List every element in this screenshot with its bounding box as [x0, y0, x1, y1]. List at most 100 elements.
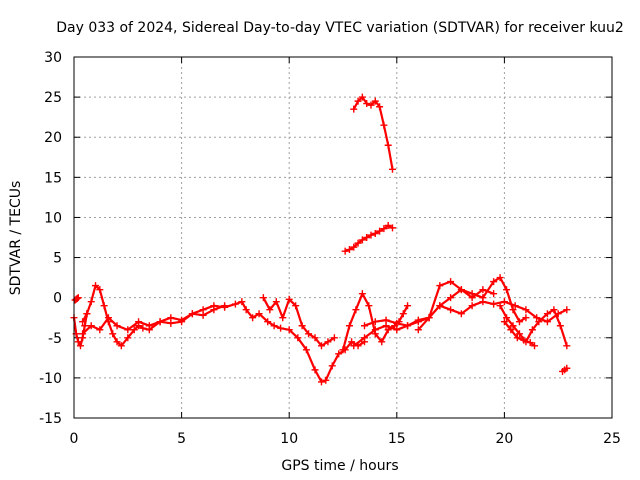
- data-point: [367, 231, 375, 239]
- data-point: [380, 225, 388, 233]
- data-point: [367, 101, 375, 109]
- data-point: [496, 302, 504, 310]
- series-arc-4: [79, 302, 229, 338]
- data-point: [358, 290, 366, 298]
- data-point: [535, 318, 543, 326]
- data-point: [380, 121, 388, 129]
- data-point: [365, 302, 373, 310]
- data-point: [382, 316, 390, 324]
- data-point: [378, 338, 386, 346]
- data-point: [479, 294, 487, 302]
- data-point: [117, 342, 125, 350]
- data-point: [515, 318, 523, 326]
- data-point: [87, 322, 95, 330]
- data-point: [384, 141, 392, 149]
- data-point: [563, 306, 571, 314]
- x-tick-label: 20: [495, 431, 513, 447]
- y-tick-label: 30: [44, 50, 62, 66]
- x-tick-label: 0: [70, 431, 79, 447]
- data-point: [447, 306, 455, 314]
- data-point: [73, 294, 81, 302]
- data-point: [345, 246, 353, 254]
- data-point: [130, 326, 138, 334]
- axis-ticks: 0 5 10 15 20 25 -15 -10 -5 0 5 10 15 20 25 30: [39, 50, 621, 447]
- data-point: [317, 378, 325, 386]
- data-point: [543, 318, 551, 326]
- data-point: [507, 326, 515, 334]
- data-point: [292, 302, 300, 310]
- data-point: [503, 314, 511, 322]
- data-point: [92, 282, 100, 290]
- series-arc-12: [559, 364, 571, 375]
- data-point: [109, 330, 117, 338]
- data-point: [354, 239, 362, 247]
- data-point: [404, 322, 412, 330]
- data-point: [277, 324, 285, 332]
- data-point: [543, 310, 551, 318]
- data-point: [522, 306, 530, 314]
- chart-title: Day 033 of 2024, Sidereal Day-to-day VTE…: [56, 20, 624, 36]
- data-point: [124, 326, 132, 334]
- data-point: [388, 165, 396, 173]
- y-tick-label: -5: [48, 331, 62, 347]
- data-point: [354, 97, 362, 105]
- grid: [74, 57, 612, 418]
- data-point: [104, 314, 112, 322]
- data-point: [272, 298, 280, 306]
- data-point: [404, 302, 412, 310]
- data-point: [328, 362, 336, 370]
- data-point: [515, 330, 523, 338]
- y-tick-label: -15: [39, 411, 62, 427]
- data-point: [259, 294, 267, 302]
- data-point: [74, 338, 82, 346]
- data-point: [302, 346, 310, 354]
- y-tick-label: 15: [44, 170, 62, 186]
- data-point: [330, 334, 338, 342]
- series-arc-14: [341, 221, 396, 255]
- y-tick-label: -10: [39, 371, 62, 387]
- x-tick-label: 10: [280, 431, 298, 447]
- y-tick-label: 10: [44, 210, 62, 226]
- data-point: [376, 227, 384, 235]
- data-point: [317, 342, 325, 350]
- data-point: [350, 243, 358, 251]
- data-point: [363, 100, 371, 108]
- data-point: [533, 314, 541, 322]
- data-point: [509, 306, 517, 314]
- data-point: [436, 302, 444, 310]
- data-point: [279, 314, 287, 322]
- data-point: [526, 339, 534, 347]
- data-point: [87, 298, 95, 306]
- data-point: [388, 224, 396, 232]
- data-point: [350, 105, 358, 113]
- data-point: [358, 93, 366, 101]
- series-arc-9: [414, 274, 530, 334]
- data-point: [550, 306, 558, 314]
- data-point: [294, 334, 302, 342]
- data-point: [513, 334, 521, 342]
- data-point: [76, 342, 84, 350]
- y-axis-label: SDTVAR / TECUs: [8, 181, 24, 296]
- series-arc-11: [500, 318, 539, 350]
- x-tick-label: 5: [177, 431, 186, 447]
- data-point: [324, 338, 332, 346]
- data-point: [145, 322, 153, 330]
- data-point: [363, 234, 371, 241]
- data-point: [238, 298, 246, 306]
- data-point: [509, 322, 517, 330]
- data-point: [83, 310, 91, 318]
- data-point: [563, 342, 571, 350]
- data-point: [457, 286, 465, 294]
- data-point: [468, 302, 476, 310]
- x-axis-label: GPS time / hours: [281, 458, 398, 474]
- data-point: [563, 364, 571, 372]
- data-point: [96, 286, 104, 294]
- data-point: [436, 282, 444, 290]
- data-point: [264, 318, 272, 326]
- data-point: [255, 310, 263, 318]
- data-point: [447, 278, 455, 286]
- data-point: [79, 318, 87, 326]
- data-point: [556, 322, 564, 330]
- data-point: [339, 346, 347, 354]
